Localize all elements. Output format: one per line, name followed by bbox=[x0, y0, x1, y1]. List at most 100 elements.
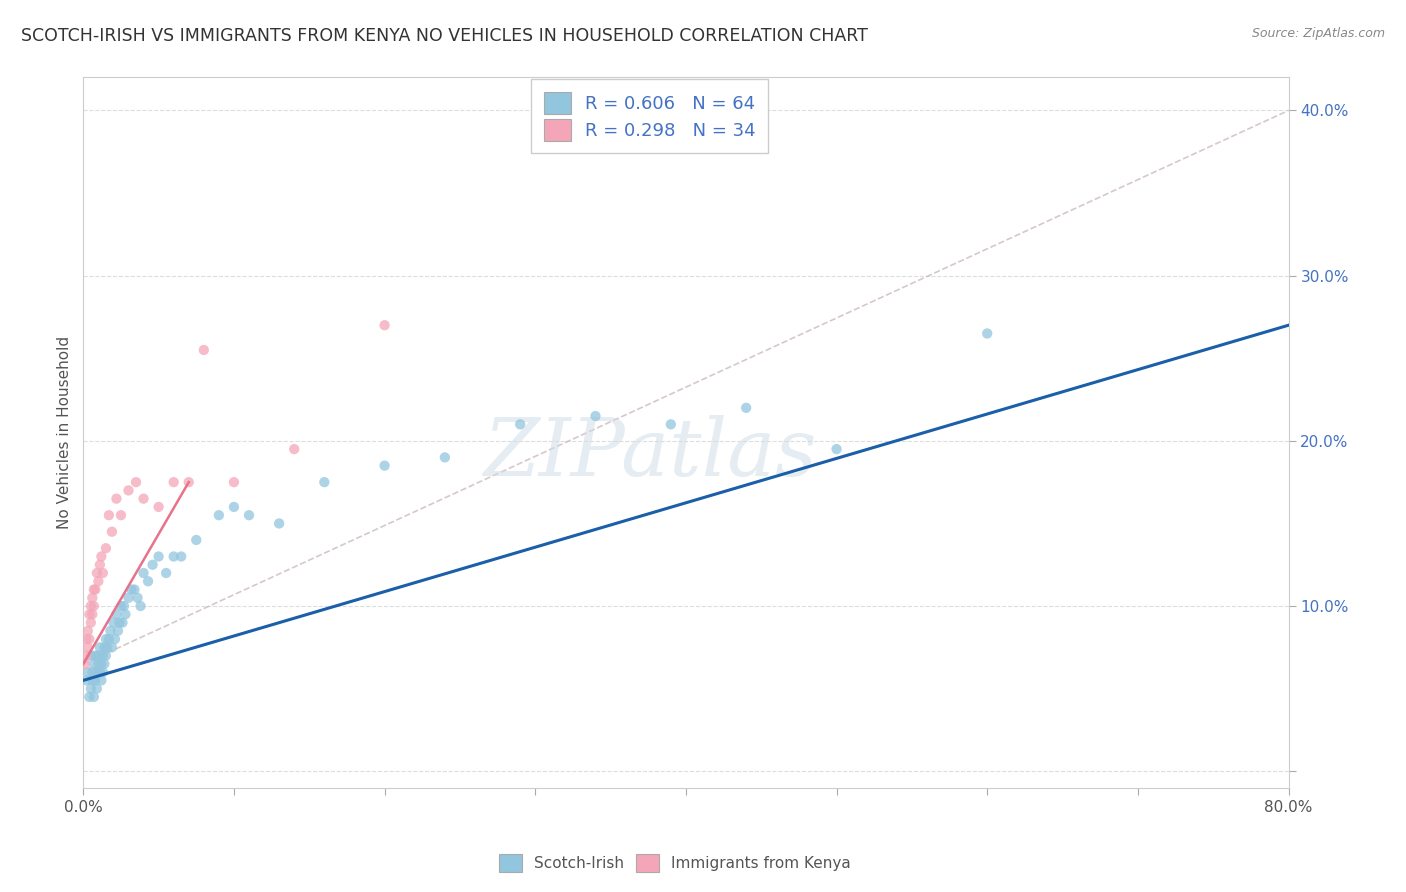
Point bbox=[87, 648, 110, 663]
Point bbox=[132, 491, 155, 506]
Point bbox=[104, 632, 127, 646]
Point bbox=[86, 681, 108, 696]
Point bbox=[91, 665, 114, 679]
Point bbox=[112, 599, 135, 613]
Point bbox=[269, 516, 291, 531]
Point bbox=[177, 475, 200, 490]
Point bbox=[84, 582, 107, 597]
Point bbox=[89, 665, 111, 679]
Point bbox=[105, 607, 128, 622]
Point bbox=[86, 665, 108, 679]
Point bbox=[155, 566, 177, 580]
Text: Source: ZipAtlas.com: Source: ZipAtlas.com bbox=[1251, 27, 1385, 40]
Point bbox=[94, 541, 117, 556]
Point bbox=[93, 640, 115, 655]
Point bbox=[80, 615, 103, 630]
Point bbox=[76, 640, 98, 655]
Point bbox=[84, 673, 107, 688]
Point bbox=[96, 640, 118, 655]
Point bbox=[83, 599, 105, 613]
Point bbox=[83, 690, 105, 704]
Point bbox=[87, 574, 110, 589]
Point bbox=[73, 657, 96, 671]
Point bbox=[111, 615, 134, 630]
Point bbox=[89, 558, 111, 572]
Point bbox=[222, 475, 245, 490]
Point bbox=[148, 549, 170, 564]
Point bbox=[91, 648, 114, 663]
Point bbox=[374, 318, 396, 333]
Point bbox=[117, 591, 139, 605]
Y-axis label: No Vehicles in Household: No Vehicles in Household bbox=[58, 336, 72, 529]
Point bbox=[163, 549, 186, 564]
Point bbox=[509, 417, 531, 432]
Point bbox=[735, 401, 758, 415]
Point bbox=[86, 566, 108, 580]
Point bbox=[80, 648, 103, 663]
Point bbox=[283, 442, 305, 456]
Point bbox=[127, 591, 149, 605]
Point bbox=[90, 657, 112, 671]
Point bbox=[87, 657, 110, 671]
Point bbox=[129, 599, 152, 613]
Point bbox=[108, 615, 131, 630]
Point bbox=[79, 632, 101, 646]
Point bbox=[82, 591, 104, 605]
Point bbox=[110, 599, 132, 613]
Point bbox=[103, 615, 125, 630]
Point bbox=[75, 673, 97, 688]
Point bbox=[314, 475, 336, 490]
Point bbox=[79, 690, 101, 704]
Point bbox=[208, 508, 231, 523]
Point bbox=[97, 632, 120, 646]
Legend: Scotch-Irish, Immigrants from Kenya: Scotch-Irish, Immigrants from Kenya bbox=[491, 846, 859, 880]
Point bbox=[82, 665, 104, 679]
Point bbox=[79, 607, 101, 622]
Point bbox=[825, 442, 848, 456]
Point bbox=[132, 566, 155, 580]
Point bbox=[193, 343, 215, 357]
Point bbox=[75, 632, 97, 646]
Point bbox=[142, 558, 165, 572]
Text: SCOTCH-IRISH VS IMMIGRANTS FROM KENYA NO VEHICLES IN HOUSEHOLD CORRELATION CHART: SCOTCH-IRISH VS IMMIGRANTS FROM KENYA NO… bbox=[21, 27, 868, 45]
Point bbox=[585, 409, 607, 423]
Point bbox=[659, 417, 682, 432]
Point bbox=[124, 582, 146, 597]
Point bbox=[125, 475, 148, 490]
Point bbox=[107, 624, 129, 638]
Point bbox=[148, 500, 170, 514]
Point bbox=[976, 326, 998, 341]
Point bbox=[82, 607, 104, 622]
Point bbox=[80, 599, 103, 613]
Point bbox=[110, 508, 132, 523]
Point bbox=[101, 640, 124, 655]
Point bbox=[170, 549, 193, 564]
Point bbox=[83, 582, 105, 597]
Point bbox=[93, 657, 115, 671]
Point bbox=[94, 632, 117, 646]
Point bbox=[101, 524, 124, 539]
Point bbox=[136, 574, 159, 589]
Legend: R = 0.606   N = 64, R = 0.298   N = 34: R = 0.606 N = 64, R = 0.298 N = 34 bbox=[531, 79, 769, 153]
Point bbox=[84, 648, 107, 663]
Point bbox=[186, 533, 208, 547]
Point bbox=[82, 673, 104, 688]
Point bbox=[433, 450, 456, 465]
Point bbox=[76, 624, 98, 638]
Point bbox=[90, 549, 112, 564]
Point bbox=[75, 648, 97, 663]
Point bbox=[94, 648, 117, 663]
Point bbox=[222, 500, 245, 514]
Point bbox=[374, 458, 396, 473]
Point bbox=[91, 566, 114, 580]
Point bbox=[100, 624, 122, 638]
Point bbox=[238, 508, 260, 523]
Text: ZIPatlas: ZIPatlas bbox=[484, 415, 817, 492]
Point bbox=[76, 665, 98, 679]
Point bbox=[83, 657, 105, 671]
Point bbox=[105, 491, 128, 506]
Point bbox=[89, 640, 111, 655]
Point bbox=[117, 483, 139, 498]
Point bbox=[90, 673, 112, 688]
Point bbox=[121, 582, 143, 597]
